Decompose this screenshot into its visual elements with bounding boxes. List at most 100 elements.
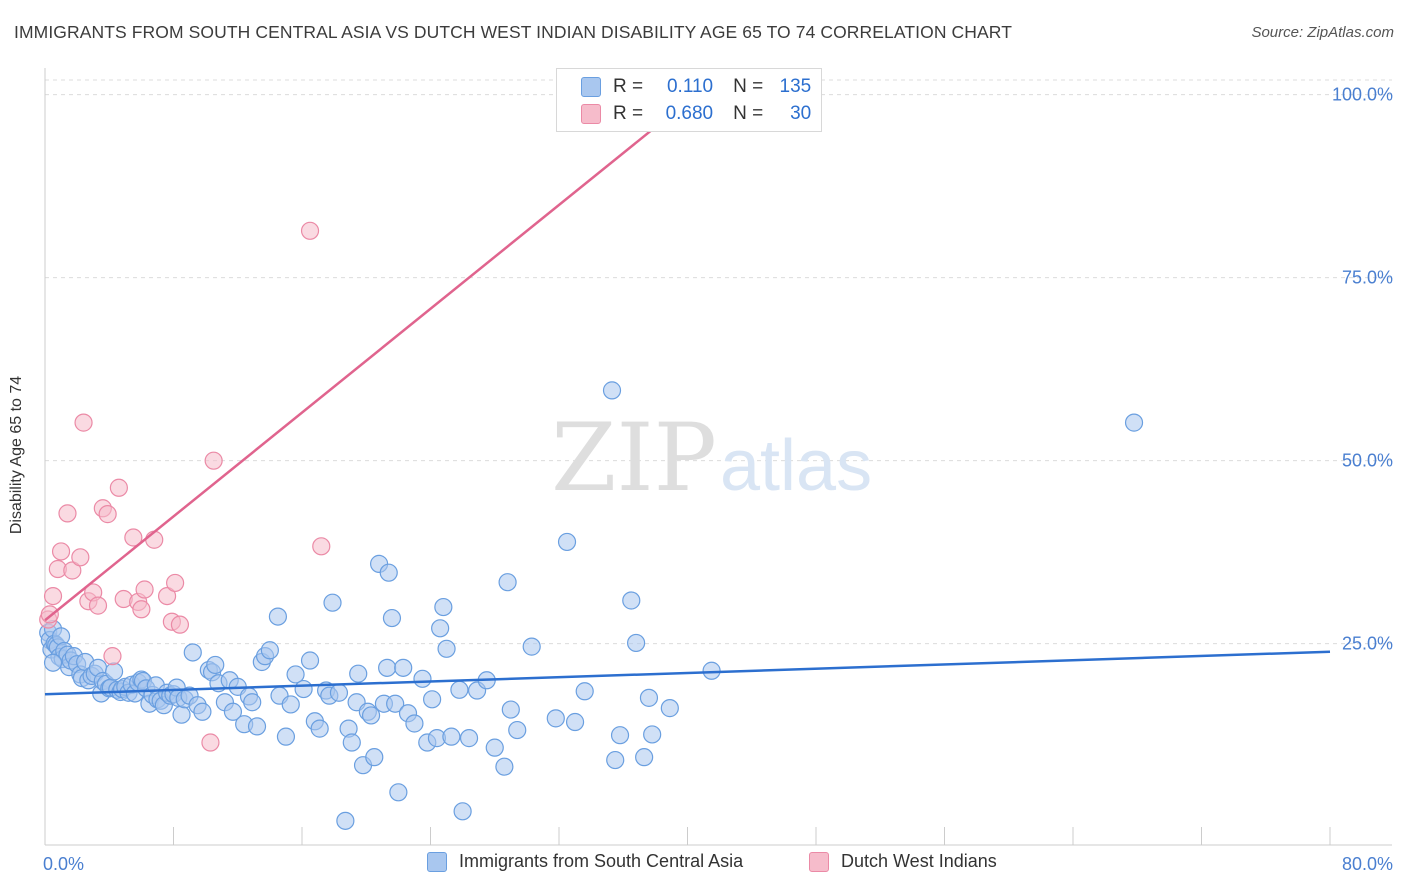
data-point-blue xyxy=(546,709,565,728)
data-point-pink xyxy=(71,548,90,567)
data-point-blue xyxy=(281,695,300,714)
y-axis-label: Disability Age 65 to 74 xyxy=(8,375,25,535)
data-point-blue xyxy=(378,658,397,677)
data-point-blue xyxy=(310,719,329,738)
legend-row-pink: R = 0.680 N = 30 xyxy=(581,101,811,127)
data-point-blue xyxy=(495,757,514,776)
data-point-pink xyxy=(201,733,220,752)
data-point-blue xyxy=(485,738,504,757)
gridlines xyxy=(45,79,1392,645)
data-point-pink xyxy=(103,647,122,666)
data-point-blue xyxy=(286,665,305,684)
bottom-legend-label-pink: Dutch West Indians xyxy=(841,851,997,871)
data-point-blue xyxy=(508,720,527,740)
bottom-legend-label-blue: Immigrants from South Central Asia xyxy=(459,851,744,871)
data-point-blue xyxy=(431,619,450,638)
y-tick-label: 50.0% xyxy=(1342,451,1393,471)
legend-r-value: 0.680 xyxy=(665,103,714,124)
data-point-pink xyxy=(204,451,223,470)
data-point-blue xyxy=(247,717,267,736)
data-point-blue xyxy=(639,688,659,707)
x-tick-label: 0.0% xyxy=(43,854,84,874)
data-point-blue xyxy=(223,702,243,721)
data-point-blue xyxy=(610,726,630,745)
data-point-blue xyxy=(268,607,288,626)
bottom-legend-swatch-blue xyxy=(427,851,447,872)
data-point-blue xyxy=(643,725,662,744)
data-point-blue xyxy=(389,783,408,802)
data-point-blue xyxy=(183,643,202,662)
data-point-blue xyxy=(276,727,296,746)
data-point-blue xyxy=(336,811,355,830)
data-point-pink xyxy=(88,596,108,615)
watermark-zip: ZIP xyxy=(551,404,717,513)
legend-swatch-blue xyxy=(581,77,601,97)
data-point-blue xyxy=(1124,413,1144,432)
data-point-blue xyxy=(104,662,124,681)
chart-title: IMMIGRANTS FROM SOUTH CENTRAL ASIA VS DU… xyxy=(14,22,1012,42)
data-point-blue xyxy=(498,573,517,592)
legend-swatch-pink xyxy=(581,104,601,124)
legend-r-label: R = xyxy=(613,76,644,97)
data-point-pink xyxy=(145,530,164,549)
legend-n-value: 135 xyxy=(779,76,812,97)
legend-r-value: 0.110 xyxy=(666,76,714,97)
legend-n-label: N = xyxy=(733,76,764,97)
y-tick-label: 75.0% xyxy=(1342,268,1393,288)
data-point-blue xyxy=(437,639,456,658)
trendline-pink xyxy=(44,93,697,622)
data-point-blue xyxy=(557,532,577,552)
data-point-blue xyxy=(300,651,320,670)
tick-labels: 25.0% 50.0% 75.0% 100.0% 0.0% 80.0% xyxy=(43,85,1393,874)
data-point-blue xyxy=(51,627,71,646)
data-point-blue xyxy=(193,702,212,721)
legend-n-value: 30 xyxy=(790,103,812,124)
data-point-blue xyxy=(361,706,381,725)
source-credit: Source: ZipAtlas.com xyxy=(1251,24,1394,41)
data-point-pink xyxy=(124,528,143,547)
data-point-blue xyxy=(349,664,368,683)
legend-n-label: N = xyxy=(733,103,764,124)
data-point-pink xyxy=(132,600,151,619)
data-point-blue xyxy=(602,381,622,400)
data-point-blue xyxy=(606,750,625,770)
trendline-blue xyxy=(44,650,1331,696)
x-tick-label: 80.0% xyxy=(1342,854,1393,874)
data-point-blue xyxy=(565,712,585,732)
data-point-pink xyxy=(300,221,320,240)
data-point-blue xyxy=(635,748,654,767)
data-point-blue xyxy=(342,733,361,752)
watermark-atlas: atlas xyxy=(720,426,872,506)
y-tick-label: 25.0% xyxy=(1342,634,1393,654)
watermark: ZIP atlas xyxy=(551,404,872,513)
data-point-pink xyxy=(157,587,177,606)
stats-legend: R = 0.110 N = 135 R = 0.680 N = 30 xyxy=(556,68,822,132)
y-tick-label: 100.0% xyxy=(1332,85,1393,105)
data-point-blue xyxy=(172,705,191,724)
bottom-legend-blue: Immigrants from South Central Asia xyxy=(427,851,743,872)
data-point-blue xyxy=(622,591,641,610)
axes xyxy=(44,68,1392,846)
data-point-pink xyxy=(312,537,331,556)
legend-r-label: R = xyxy=(613,103,644,124)
data-point-blue xyxy=(423,690,442,709)
bottom-legend-swatch-pink xyxy=(809,851,829,872)
data-point-blue xyxy=(413,669,432,688)
data-point-blue xyxy=(434,597,453,617)
data-point-blue xyxy=(323,593,342,612)
data-point-blue xyxy=(206,655,225,675)
data-point-blue xyxy=(43,653,63,672)
data-point-pink xyxy=(170,615,190,634)
data-point-blue xyxy=(453,802,472,821)
data-point-blue xyxy=(243,693,262,712)
legend-row-blue: R = 0.110 N = 135 xyxy=(581,74,811,100)
data-point-pink xyxy=(74,413,93,432)
data-point-blue xyxy=(382,608,402,628)
data-point-pink xyxy=(40,605,59,624)
data-point-blue xyxy=(459,729,479,748)
data-point-pink xyxy=(98,505,117,524)
data-point-pink xyxy=(43,587,63,606)
data-point-blue xyxy=(379,563,398,582)
data-point-blue xyxy=(626,633,646,653)
data-point-pink xyxy=(166,573,185,593)
